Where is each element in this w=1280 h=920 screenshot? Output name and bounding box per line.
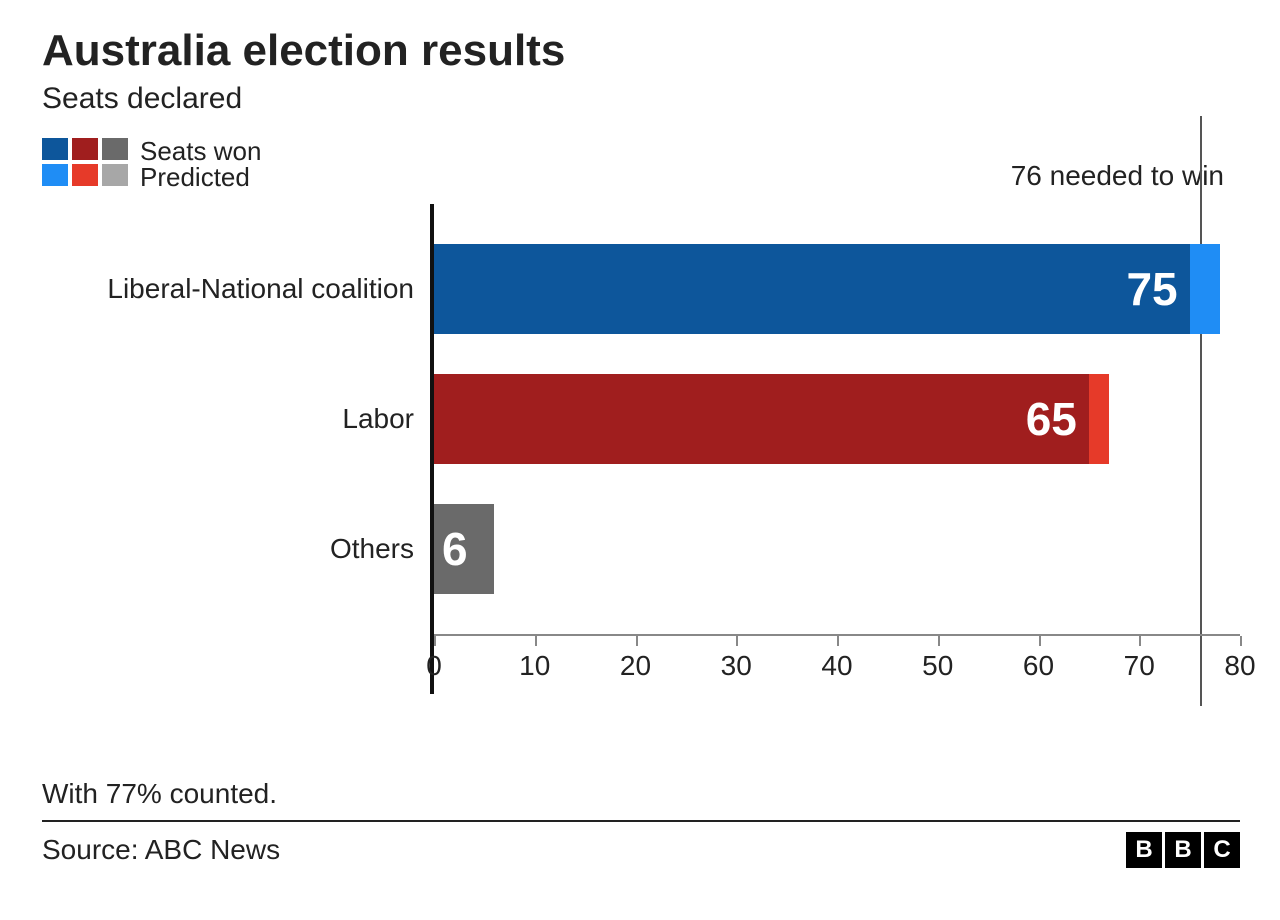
legend-swatch [102, 138, 128, 160]
axis-tick-label: 30 [721, 650, 752, 682]
axis-tick [1039, 636, 1041, 646]
chart-subtitle: Seats declared [42, 82, 1240, 116]
axis-tick [434, 636, 436, 646]
footer: With 77% counted. Source: ABC News B B C [42, 778, 1240, 868]
bar-value: 65 [1026, 392, 1077, 446]
legend-swatch [42, 164, 68, 186]
axis-tick [1240, 636, 1242, 646]
bars-box: 75 65 6 [434, 244, 1240, 594]
chart-title: Australia election results [42, 26, 1240, 76]
legend-swatch [72, 138, 98, 160]
axis-tick-label: 40 [821, 650, 852, 682]
bar-value: 75 [1126, 262, 1177, 316]
axis-tick [736, 636, 738, 646]
chart-container: Australia election results Seats declare… [0, 0, 1280, 868]
legend-labels: Seats won Predicted [140, 138, 261, 190]
category-label: Others [42, 504, 414, 594]
bar-won [434, 374, 1089, 464]
legend-won-label: Seats won [140, 138, 261, 164]
category-labels: Liberal-National coalition Labor Others [42, 204, 430, 634]
axis-tick [1139, 636, 1141, 646]
bbc-logo-block: B [1165, 832, 1201, 868]
bar-row: 6 [434, 504, 1240, 594]
axis-tick-label: 0 [426, 650, 442, 682]
axis-tick [938, 636, 940, 646]
legend-predicted-label: Predicted [140, 164, 261, 190]
bbc-logo: B B C [1126, 832, 1240, 868]
legend: Seats won Predicted [42, 138, 261, 190]
bar-row: 65 [434, 374, 1240, 464]
source-text: Source: ABC News [42, 834, 280, 866]
legend-swatches [42, 138, 128, 186]
axis-tick-label: 50 [922, 650, 953, 682]
x-axis: 01020304050607080 [434, 634, 1240, 694]
axis-tick-label: 20 [620, 650, 651, 682]
legend-swatch [42, 138, 68, 160]
bar-won [434, 244, 1190, 334]
axis-tick-label: 70 [1124, 650, 1155, 682]
plot-area: 75 65 6 01020304050607080 [430, 204, 1240, 694]
axis-tick [535, 636, 537, 646]
category-label: Labor [42, 374, 414, 464]
legend-swatch [102, 164, 128, 186]
bbc-logo-block: B [1126, 832, 1162, 868]
axis-tick-label: 10 [519, 650, 550, 682]
bar-row: 75 [434, 244, 1240, 334]
axis-tick-label: 60 [1023, 650, 1054, 682]
legend-swatch [72, 164, 98, 186]
axis-tick-label: 80 [1224, 650, 1255, 682]
bar-value: 6 [442, 522, 468, 576]
category-label: Liberal-National coalition [42, 244, 414, 334]
footnote: With 77% counted. [42, 778, 1240, 822]
axis-tick [837, 636, 839, 646]
plot-row: Liberal-National coalition Labor Others … [42, 204, 1240, 694]
axis-tick [636, 636, 638, 646]
bbc-logo-block: C [1204, 832, 1240, 868]
threshold-label: 76 needed to win [1011, 160, 1224, 192]
